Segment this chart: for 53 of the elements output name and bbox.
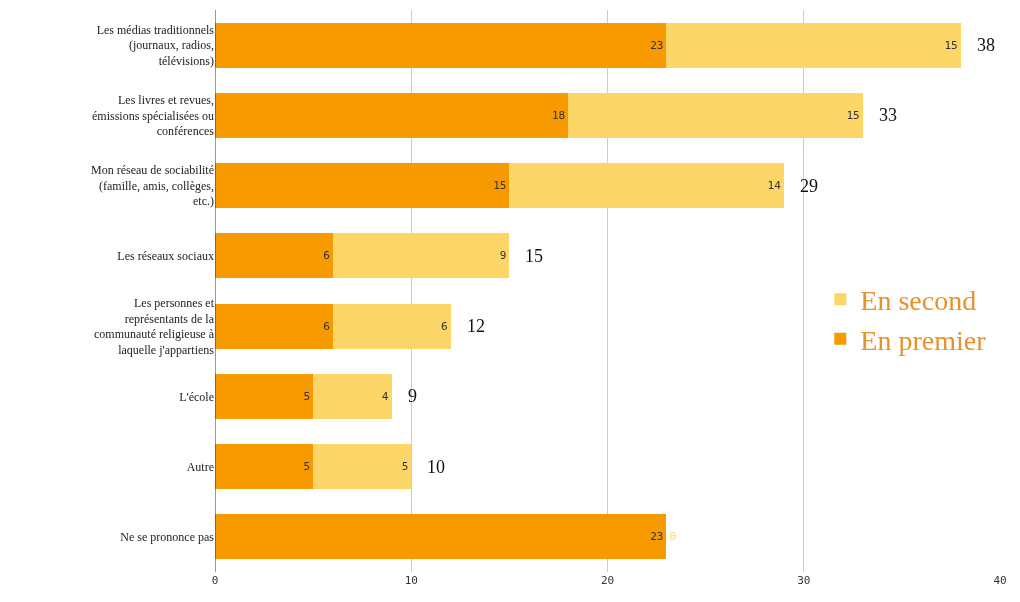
x-tick-label: 40 [993, 574, 1007, 587]
bar [215, 22, 667, 68]
x-tick-label: 20 [600, 574, 615, 587]
data-label: 9 [499, 249, 507, 263]
bar [215, 514, 667, 560]
total-label: 15 [525, 246, 543, 266]
data-label: 23 [650, 38, 664, 52]
bar [313, 444, 412, 490]
bar [509, 163, 785, 209]
bar [215, 303, 333, 349]
x-tick-label: 30 [797, 574, 811, 587]
bar [215, 444, 314, 490]
data-label: 0 [669, 530, 677, 544]
legend-label: En second [860, 285, 977, 317]
x-tick-label: 0 [211, 574, 219, 587]
data-label: 5 [303, 460, 311, 474]
data-label: 14 [767, 179, 782, 193]
legend-label: En premier [860, 324, 987, 356]
bar [666, 22, 961, 68]
y-tick-label: Les livres et revues, émissions spécialisées ou conférences [92, 92, 215, 139]
data-label: 6 [323, 319, 330, 333]
total-label: 29 [800, 176, 818, 196]
bar [215, 163, 510, 209]
total-label: 9 [408, 386, 417, 406]
total-label: 38 [977, 35, 995, 55]
total-label: 12 [467, 316, 485, 336]
y-tick-label: Les médias traditionnels (journaux, radios, télévisions) [96, 22, 215, 68]
data-label: 6 [323, 249, 330, 263]
bar [332, 233, 510, 279]
total-label: 33 [879, 105, 897, 125]
x-tick-label: 10 [404, 574, 418, 587]
total-label: 10 [427, 457, 445, 477]
y-tick-label: Les personnes et représentants de la communauté religieuse à laquelle j'appartiens [94, 295, 215, 357]
y-tick-label: Les réseaux sociaux [117, 249, 214, 264]
data-label: 15 [493, 179, 507, 193]
bar [215, 373, 314, 419]
y-tick-label: Autre [186, 459, 214, 474]
data-label: 23 [650, 530, 664, 544]
y-tick-label: Mon réseau de sociabilité (famille, amis, collèges, etc.) [91, 163, 214, 209]
bar [215, 92, 569, 138]
data-label: 15 [846, 108, 860, 122]
bar [332, 303, 451, 349]
bar [313, 373, 392, 419]
y-tick-label: L'école [179, 389, 214, 404]
bar [215, 233, 333, 279]
y-tick-label: Ne se prononce pas [120, 530, 215, 545]
data-label: 5 [303, 389, 311, 403]
data-label: 15 [944, 38, 958, 52]
data-label: 5 [401, 460, 409, 474]
bar [568, 92, 863, 138]
data-label: 4 [381, 389, 389, 403]
data-label: 18 [552, 108, 566, 122]
data-label: 6 [440, 319, 448, 333]
